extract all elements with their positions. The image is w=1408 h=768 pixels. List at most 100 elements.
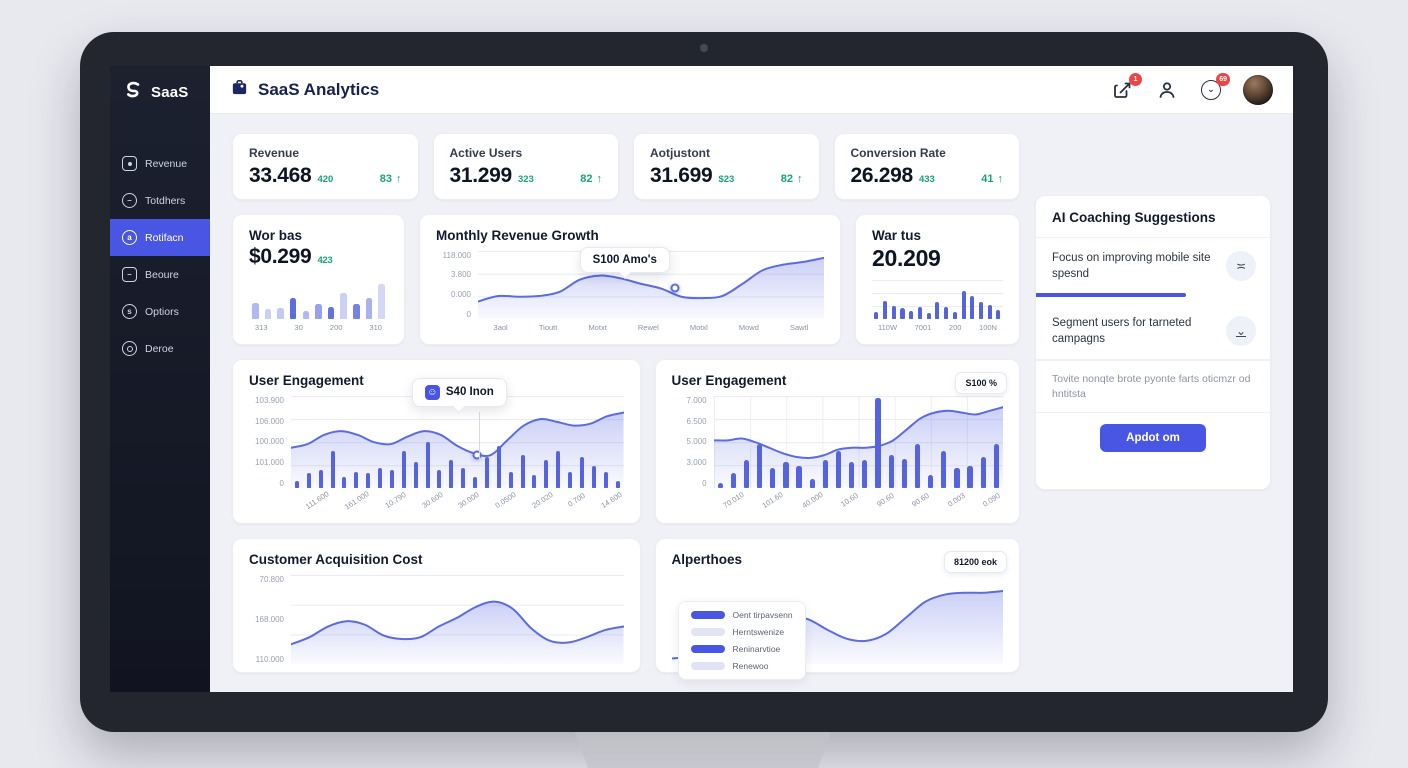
chevron-down-icon[interactable]: ⌄ (1226, 316, 1256, 347)
topbar-actions: 1 ⌄ 69 (1111, 72, 1273, 105)
ai-suggestion-1[interactable]: Focus on improving mobile site spesnd ≍ (1036, 238, 1270, 282)
sidebar-item-revenue[interactable]: Revenue (110, 145, 210, 182)
x-axis-label: 30 (294, 322, 303, 332)
kpi-card-aotjustont: Aotjustont 31.699 $23 82 ↑ (633, 133, 820, 200)
y-axis-label: 0 (279, 479, 284, 489)
kpi-value: 26.298 (850, 164, 914, 187)
circle-s-icon: s (122, 304, 137, 319)
kpi-label: Conversion Rate (850, 146, 946, 160)
bar (941, 451, 947, 489)
user-engagement-left-card: User Engagement ☺ S40 Inon 103.900 106.00… (232, 358, 641, 525)
y-axis-label: 6.500 (686, 416, 707, 426)
alper-badge: 81200 eok (943, 551, 1007, 574)
bar (952, 312, 957, 319)
bar (378, 467, 383, 489)
y-axis-label: 7.000 (686, 395, 707, 405)
cac-ylabels: 70.800 168.000 110.000 (249, 575, 291, 664)
compose-icon[interactable]: 1 (1111, 72, 1142, 102)
bar (591, 465, 596, 489)
app-title: SaaS Analytics (230, 78, 379, 102)
bar (366, 473, 371, 489)
ai-suggestion-list: Focus on improving mobile site spesnd ≍ Se… (1036, 238, 1270, 361)
kpi-sub-value: $23 (718, 174, 735, 185)
compose-badge: 1 (1129, 72, 1142, 86)
x-axis-label: Sawtl (790, 322, 809, 332)
bar (967, 465, 973, 489)
sidebar-menu: Revenue – Totdhers a Rotifacn – Beoure s Optiors… (110, 145, 210, 367)
sidebar-item-label: Beoure (145, 268, 179, 281)
bar (484, 456, 489, 489)
x-axis-label: 111.600 (303, 489, 331, 512)
x-axis-label: 313 (255, 322, 268, 332)
ue-right-ylabels: 7.000 6.500 5.000 3.000 0 (672, 396, 714, 488)
bar (252, 302, 259, 319)
y-axis-label: 0.000 (450, 289, 471, 299)
bar (544, 460, 549, 489)
ai-suggestion-text: Segment users for tarneted campagns (1052, 317, 1192, 345)
x-axis-label: 30.600 (420, 490, 445, 511)
ai-footer: Apdot om (1036, 412, 1270, 463)
bar (961, 291, 966, 319)
ai-suggestion-2[interactable]: Segment users for tarneted campagns ⌄ (1036, 303, 1270, 347)
avatar[interactable] (1243, 74, 1273, 105)
wor-bas-card: Wor bas $0.299 423 313 30 200 310 (232, 213, 405, 345)
app-screen: SaaS Revenue – Totdhers a Rotifacn – Beoure s Op… (110, 66, 1293, 692)
customer-acquisition-cost-card: Customer Acquisition Cost 70.800 168.000 1… (232, 538, 641, 673)
kpi-value-row: 33.468 420 83 ↑ (249, 164, 402, 188)
ue-left-chart (291, 395, 624, 489)
bar (353, 303, 360, 319)
wor-bas-chart (249, 277, 388, 319)
mrg-title: Monthly Revenue Growth (436, 227, 599, 243)
bar (900, 307, 905, 319)
war-tus-title: War tus (872, 227, 922, 243)
sidebar-logo[interactable]: SaaS (110, 66, 210, 119)
bar (294, 480, 299, 489)
y-axis-label: 0 (466, 309, 471, 319)
bar (568, 471, 573, 489)
clock-icon[interactable]: ⌄ 69 (1199, 72, 1230, 102)
ue-right-title: User Engagement (671, 372, 787, 388)
war-tus-xlabels: 110W 7001 200 100N (872, 323, 1003, 336)
sliders-icon[interactable]: ≍ (1226, 251, 1256, 281)
bar (909, 310, 914, 319)
bar (783, 462, 789, 489)
x-axis-label: 70.010 (721, 490, 746, 511)
sidebar-item-optiors[interactable]: s Optiors (110, 293, 210, 330)
user-icon[interactable] (1155, 78, 1179, 102)
x-axis-label: 0.700 (566, 491, 588, 509)
y-axis-label: 5.000 (686, 437, 707, 447)
bar (603, 471, 608, 489)
bar (770, 467, 776, 489)
bar (496, 445, 501, 489)
bar (796, 465, 802, 489)
ai-action-button[interactable]: Apdot om (1100, 424, 1206, 453)
bar (935, 301, 940, 319)
bar (756, 443, 763, 489)
sidebar-item-rotifacn[interactable]: a Rotifacn (110, 219, 210, 256)
alperthoes-card: Alperthoes 81200 eok Oent tirpavsenn Hern… (654, 538, 1020, 681)
bar (862, 460, 868, 489)
mrg-xlabels: 3aol Tioutt Motxt Rewel Motxl Mowd Sawtl (436, 323, 824, 336)
sidebar-item-beoure[interactable]: – Beoure (110, 256, 210, 293)
mrg-ylabels: 118.000 3.800 0.000 0 (436, 251, 478, 319)
row-mini-charts: Wor bas $0.299 423 313 30 200 310 Monthly R… (232, 213, 1020, 345)
alper-title: Alperthoes (671, 552, 743, 568)
bar (944, 306, 949, 319)
sidebar-item-deroe[interactable]: Deroe (110, 330, 210, 367)
ai-panel-title: AI Coaching Suggestions (1036, 196, 1270, 238)
bar (993, 443, 1000, 489)
data-point-marker (472, 450, 482, 460)
sidebar-item-totdhers[interactable]: – Totdhers (110, 182, 210, 219)
mrg-tooltip: S100 Amo's (579, 246, 670, 273)
legend-item: Herntswenize (690, 627, 793, 637)
legend-label: Renewoo (732, 661, 769, 672)
bar (532, 475, 537, 489)
ue-left-title: User Engagement (249, 372, 364, 388)
bar (401, 451, 406, 489)
x-axis-label: 3aol (493, 322, 508, 332)
wor-bas-title: Wor bas (249, 227, 303, 243)
x-axis-label: 0.0500 (493, 490, 518, 511)
right-column: AI Coaching Suggestions Focus on improvi… (1035, 133, 1271, 673)
bar (425, 441, 430, 489)
